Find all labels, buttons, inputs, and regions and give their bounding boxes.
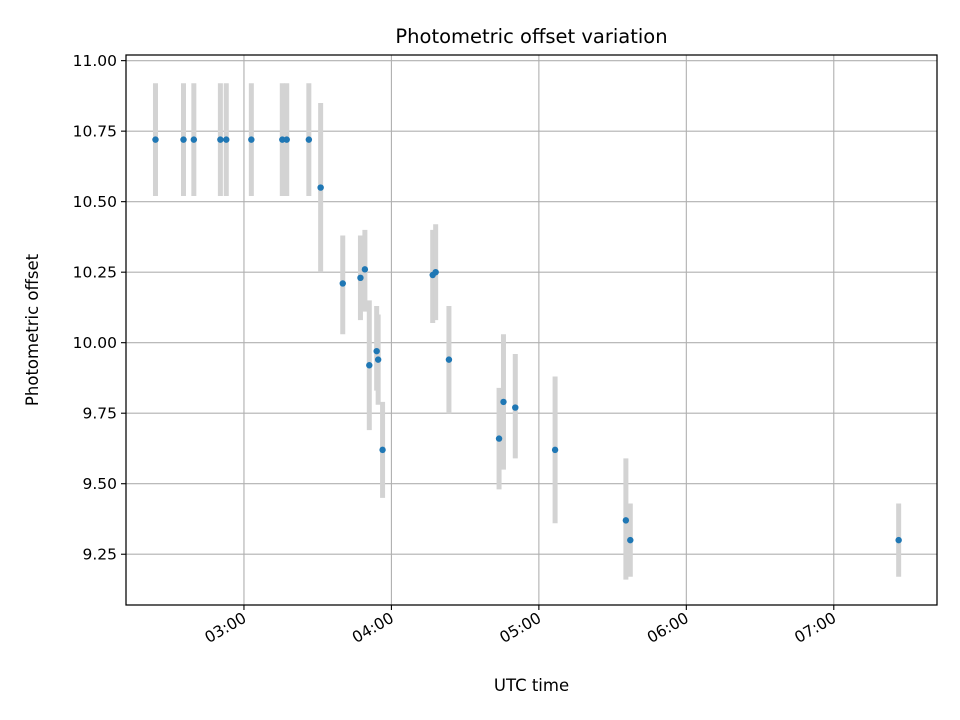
x-axis-title: UTC time [494, 676, 569, 695]
data-point [152, 136, 159, 143]
y-tick-label: 10.75 [73, 123, 117, 141]
data-point [627, 536, 634, 544]
data-point [551, 446, 559, 454]
data-point [622, 517, 630, 524]
data-point [495, 435, 503, 442]
y-tick-label: 11.00 [73, 52, 117, 70]
data-point [279, 136, 286, 143]
data-point [895, 536, 902, 544]
y-tick-label: 10.25 [73, 264, 117, 282]
data-point [283, 136, 290, 143]
data-point [180, 136, 187, 143]
y-tick-label: 10.50 [73, 193, 117, 211]
y-tick-label: 9.75 [82, 405, 117, 423]
data-point [366, 362, 373, 369]
plot-frame [125, 54, 938, 606]
y-tick-label: 10.00 [73, 334, 117, 352]
y-axis-title: Photometric offset [23, 253, 42, 406]
data-point [432, 268, 439, 276]
data-point [445, 356, 453, 363]
data-point [190, 136, 198, 143]
data-point [223, 136, 230, 143]
data-point [357, 274, 364, 282]
grid [126, 55, 937, 605]
data-point [339, 280, 346, 287]
y-tick-label: 9.50 [82, 475, 117, 493]
data-points [152, 136, 902, 544]
data-point [248, 136, 255, 143]
data-point [317, 184, 324, 191]
y-tick-label: 9.25 [82, 546, 117, 564]
data-point [373, 347, 380, 355]
data-point [374, 356, 382, 363]
data-point [217, 136, 224, 143]
data-point [500, 398, 507, 406]
chart-title: Photometric offset variation [395, 25, 667, 48]
data-point [361, 266, 369, 273]
data-point [379, 446, 386, 454]
data-point [512, 404, 519, 411]
data-point [305, 136, 313, 143]
